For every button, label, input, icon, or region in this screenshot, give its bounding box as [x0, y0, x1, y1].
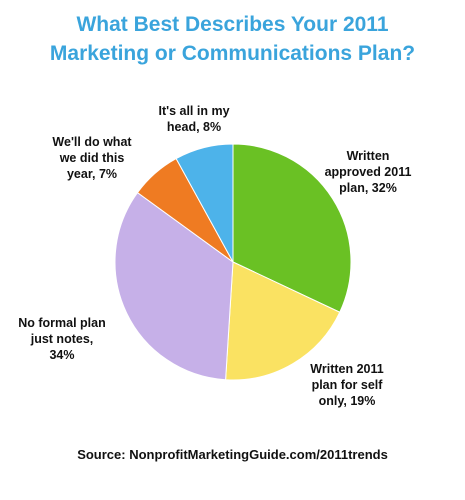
slice-written-approved-label-line: plan, 32%	[339, 181, 397, 195]
slice-no-formal-plan	[114, 191, 234, 381]
slice-no-formal-plan-label-line: just notes,	[30, 332, 94, 346]
slice-written-self-label-line: only, 19%	[319, 394, 376, 408]
slice-all-in-head-label-line: head, 8%	[167, 120, 221, 134]
chart-title-line-1: What Best Describes Your 2011	[76, 13, 389, 36]
slice-all-in-head-label-line: It's all in my	[158, 104, 229, 118]
slice-written-self	[225, 261, 341, 381]
slice-written-approved-label-line: approved 2011	[325, 165, 412, 179]
slice-written-approved	[232, 143, 352, 313]
slice-all-in-head	[175, 143, 234, 263]
slice-written-self-label: Written 2011 plan for self only, 19%	[310, 362, 383, 408]
slice-written-self-label-line: plan for self	[312, 378, 384, 392]
slice-no-formal-plan-label-line: No formal plan	[18, 316, 106, 330]
slice-no-formal-plan-label: No formal plan just notes, 34%	[18, 316, 106, 362]
source-note: Source: NonprofitMarketingGuide.com/2011…	[77, 447, 388, 462]
slice-written-self-label-line: Written 2011	[310, 362, 383, 376]
slice-written-approved-label-line: Written	[347, 149, 390, 163]
slice-do-what-we-did-label-line: year, 7%	[67, 167, 117, 181]
chart-title: What Best Describes Your 2011 Marketing …	[0, 10, 465, 68]
slice-no-formal-plan-label-line: 34%	[49, 348, 74, 362]
slice-all-in-head-label: It's all in my head, 8%	[158, 104, 229, 134]
slice-written-approved-label: Written approved 2011 plan, 32%	[325, 149, 412, 195]
slice-do-what-we-did-label: We'll do what we did this year, 7%	[52, 135, 132, 181]
slice-do-what-we-did-label-line: We'll do what	[52, 135, 132, 149]
chart-title-line-2: Marketing or Communications Plan?	[49, 42, 416, 65]
slice-do-what-we-did-label-line: we did this	[59, 151, 125, 165]
